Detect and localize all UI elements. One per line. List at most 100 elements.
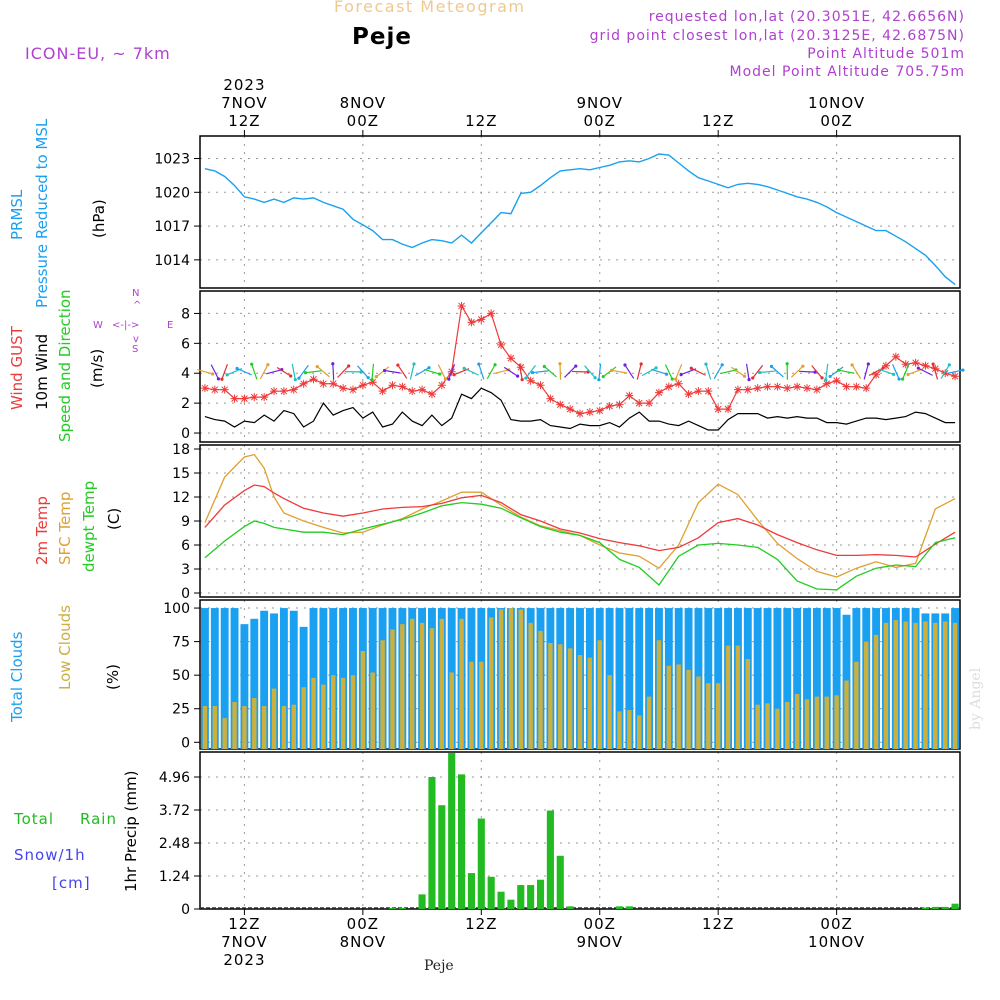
total-cloud-bar (783, 608, 792, 749)
gust-marker (556, 400, 565, 409)
ytick-label-precip: 2.48 (159, 836, 190, 852)
gust-marker (457, 301, 466, 310)
low-cloud-bar (735, 645, 741, 749)
chart-title: Forecast Meteogram (334, 0, 526, 16)
wind-arrow (759, 370, 776, 374)
wind-arrow-head (704, 362, 708, 366)
wind-arrow-head (524, 376, 528, 380)
gust-marker (467, 318, 476, 327)
wind-arrow-head (820, 376, 824, 380)
ytick-label-temperature: 9 (181, 514, 190, 530)
low-cloud-bar (893, 620, 899, 749)
low-cloud-bar (232, 702, 237, 749)
wind-arrow (584, 365, 596, 379)
wind-arrow (291, 363, 296, 380)
low-cloud-bar (409, 618, 415, 749)
gust-marker (941, 369, 950, 378)
panel-frame-wind (199, 290, 961, 443)
wind-arrow-head (266, 363, 270, 367)
gust-marker (536, 381, 545, 390)
label-snow: Snow/1h (14, 846, 86, 864)
wind-arrow-head (850, 363, 854, 367)
wind-arrow-head (520, 378, 524, 382)
gust-marker (793, 382, 802, 391)
total-cloud-bar (200, 608, 209, 749)
gust-marker (526, 376, 535, 385)
footer-station: Peje (424, 958, 454, 974)
bottom-time-label: 00Z (347, 915, 379, 933)
wind-arrow (437, 364, 446, 380)
rain-bar (951, 903, 959, 909)
wind-arrow-head (679, 372, 683, 377)
gust-marker (270, 387, 279, 396)
wind-arrow-head (370, 378, 374, 382)
bottom-time-label: 00Z (584, 915, 616, 933)
ytick-label-precip: 3.72 (159, 803, 190, 819)
low-cloud-bar (212, 706, 218, 749)
wind-arrow (532, 370, 549, 374)
gust-marker (724, 405, 733, 414)
wind-arrow-head (211, 372, 215, 376)
gust-marker (220, 385, 229, 394)
low-cloud-bar (439, 618, 445, 749)
low-cloud-bar (429, 628, 435, 749)
low-cloud-bar (301, 687, 306, 749)
wind-arrow-head (225, 373, 229, 377)
wind-arrow-head (639, 362, 643, 366)
wind-arrow-head (654, 366, 658, 370)
rain-bar (517, 885, 525, 909)
total-cloud-bar (289, 610, 298, 749)
gust-marker (733, 385, 742, 394)
wind-arrow (947, 369, 964, 374)
wind-arrow (851, 364, 862, 379)
wind-arrow-head (382, 368, 387, 373)
wind-arrow (424, 368, 440, 375)
total-cloud-bar (615, 608, 624, 749)
t2m-line (204, 484, 956, 558)
gust-marker (368, 378, 377, 387)
total-cloud-bar (240, 624, 249, 749)
top-time-label: 00Z (347, 112, 379, 130)
wind-arrow (811, 365, 823, 379)
low-cloud-bar (222, 718, 227, 749)
point-altitude: Point Altitude 501m (807, 46, 965, 62)
wind-arrow (357, 365, 369, 379)
top-time-label: 10NOV (808, 94, 865, 112)
rain-bar (458, 774, 466, 909)
low-cloud-bar (923, 621, 928, 749)
bottom-time-label: 10NOV (808, 933, 865, 951)
wind-arrow (863, 363, 869, 380)
gust-marker (645, 399, 654, 408)
wind-arrow (636, 363, 642, 380)
low-cloud-bar (913, 622, 918, 749)
rain-bar (615, 906, 624, 909)
label-total: Total (14, 810, 55, 828)
wind-arrow (332, 363, 335, 380)
wind-arrow (825, 363, 829, 380)
gust-marker (210, 385, 219, 394)
wind-arrow-head (891, 372, 896, 376)
ytick-label-clouds: 100 (163, 601, 190, 617)
ytick-label-wind: 2 (181, 396, 190, 412)
wind-arrow (463, 367, 479, 376)
label-speed-direction: Speed and Direction (56, 289, 74, 442)
label-rain: Rain (80, 810, 117, 828)
wind-arrow-head (828, 374, 832, 379)
wind-arrow (892, 364, 900, 380)
gust-marker (497, 340, 506, 349)
credit-label: by Angel (968, 667, 984, 730)
wind-arrow-head (824, 378, 828, 382)
wind-arrow (337, 365, 350, 378)
gust-marker (635, 399, 644, 408)
low-cloud-bar (646, 696, 652, 749)
ytick-label-clouds: 50 (172, 668, 190, 684)
total-cloud-bar (773, 608, 782, 749)
bottom-time-label: 2023 (223, 951, 265, 969)
total-cloud-bar (210, 608, 219, 749)
low-cloud-bar (370, 672, 375, 749)
panel-frame-pressure (199, 135, 961, 289)
wind-arrow-head (747, 378, 751, 382)
gust-marker (388, 381, 397, 390)
ytick-label-temperature: 3 (181, 562, 190, 578)
wind-arrow-head (289, 374, 293, 378)
